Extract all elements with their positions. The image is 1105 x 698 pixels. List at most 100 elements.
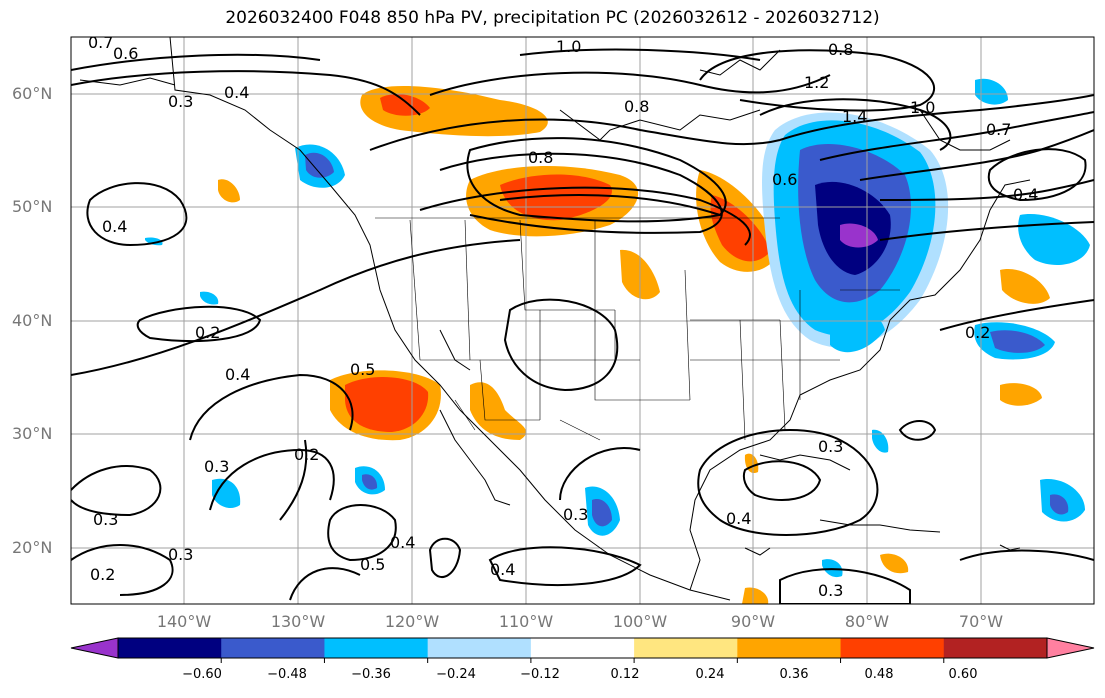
contour-label: 0.6 (113, 44, 138, 63)
lat-label-20n: 20°N (12, 538, 53, 557)
contour-label: 0.4 (102, 217, 127, 236)
precip-blob (975, 78, 1008, 105)
colorbar-extend-low (70, 637, 119, 659)
contour-label: 0.2 (90, 565, 115, 584)
contour-label: 1.2 (804, 73, 829, 92)
contour-label: 0.7 (986, 120, 1011, 139)
contour-label: 0.5 (360, 555, 385, 574)
lon-label-90w: 90°W (730, 612, 776, 631)
contour-label: 0.3 (818, 581, 843, 600)
contour-label: 0.3 (168, 545, 193, 564)
coastlines (79, 37, 1031, 601)
colorbar-segment (943, 638, 1048, 658)
contour-label: 1.0 (910, 98, 935, 117)
contour-label: 0.3 (204, 457, 229, 476)
lon-label-140w: 140°W (156, 612, 212, 631)
political-borders (375, 217, 900, 441)
precip-blob (744, 453, 759, 474)
colorbar-tick: 0.12 (610, 667, 640, 682)
colorbar-extend-high (1046, 637, 1095, 659)
colorbar-segment (427, 638, 532, 658)
contour-label: 0.5 (350, 360, 375, 379)
contour-label: 0.7 (88, 33, 113, 52)
contour-label: 1.4 (842, 107, 867, 126)
colorbar-segment (118, 638, 222, 658)
lat-label-50n: 50°N (12, 197, 53, 216)
precip-negative-areas (145, 78, 1090, 578)
colorbar-tick: 0.48 (864, 667, 894, 682)
contour-label-group: 0.7 0.6 0.4 0.3 1.0 0.8 1.2 1.4 1.0 0.7 … (88, 33, 1038, 600)
colorbar (70, 637, 1095, 663)
precip-blob (1000, 383, 1042, 406)
contour-label: 0.4 (726, 509, 751, 528)
colorbar-segment (530, 638, 635, 658)
precip-blob (1000, 269, 1050, 304)
contour-label: 0.4 (490, 560, 515, 579)
precip-blob (880, 553, 909, 574)
lon-label-100w: 100°W (612, 612, 668, 631)
precip-blob (1050, 494, 1069, 515)
colorbar-tick: 0.60 (948, 667, 978, 682)
lat-label-30n: 30°N (12, 424, 53, 443)
lat-label-60n: 60°N (12, 84, 53, 103)
contour-label: 0.4 (224, 83, 249, 102)
contour-label: 0.2 (965, 323, 990, 342)
precip-blob (872, 429, 889, 453)
colorbar-tick: 0.36 (779, 667, 809, 682)
contour-label: 0.3 (818, 437, 843, 456)
colorbar-tick: −0.24 (436, 667, 476, 682)
precip-blob (830, 306, 885, 353)
precip-blob (345, 376, 429, 432)
precip-blob (380, 94, 430, 116)
colorbar-frame (117, 637, 1048, 659)
map-title: 2026032400 F048 850 hPa PV, precipitatio… (225, 8, 880, 28)
contour-label: 0.4 (1013, 185, 1038, 204)
contour-label: 0.3 (168, 92, 193, 111)
colorbar-segment (634, 638, 738, 658)
lon-label-130w: 130°W (270, 612, 326, 631)
contour-label: 0.4 (390, 533, 415, 552)
colorbar-segment (737, 638, 842, 658)
precip-blob (1018, 214, 1090, 265)
contour-label: 0.8 (624, 97, 649, 116)
contour-label: 0.8 (828, 40, 853, 59)
contour-label: 0.2 (294, 445, 319, 464)
plot-frame (70, 36, 1095, 605)
pv-contours (71, 48, 1094, 604)
precip-blob (218, 179, 240, 203)
colorbar-segment (324, 638, 429, 658)
contour-label: 0.4 (225, 365, 250, 384)
contour-label: 0.6 (772, 170, 797, 189)
colorbar-tick: −0.36 (351, 667, 391, 682)
precip-blob (742, 587, 769, 604)
lon-label-120w: 120°W (384, 612, 440, 631)
precip-blob (592, 499, 612, 527)
colorbar-tick: −0.12 (520, 667, 560, 682)
lon-label-110w: 110°W (498, 612, 554, 631)
precip-blob (840, 223, 878, 248)
precip-blob (212, 478, 241, 509)
precip-blob (990, 330, 1045, 353)
precip-positive-areas (218, 85, 1050, 604)
colorbar-segment (840, 638, 945, 658)
colorbar-tick: −0.48 (267, 667, 307, 682)
colorbar-segment (221, 638, 325, 658)
precip-blob (500, 174, 612, 221)
contour-label: 1.0 (556, 37, 581, 56)
precip-blob (200, 291, 219, 305)
lon-label-70w: 70°W (958, 612, 1004, 631)
contour-label: 0.3 (93, 510, 118, 529)
precip-blob (470, 382, 527, 440)
graticule (71, 37, 1094, 604)
contour-label: 0.3 (563, 505, 588, 524)
lon-label-80w: 80°W (844, 612, 890, 631)
precip-blob (362, 474, 378, 490)
contour-label: 0.2 (195, 323, 220, 342)
precip-blob (305, 152, 334, 178)
contour-label: 0.8 (528, 148, 553, 167)
lat-label-40n: 40°N (12, 311, 53, 330)
colorbar-tick: −0.60 (182, 667, 222, 682)
colorbar-tick: 0.24 (695, 667, 725, 682)
